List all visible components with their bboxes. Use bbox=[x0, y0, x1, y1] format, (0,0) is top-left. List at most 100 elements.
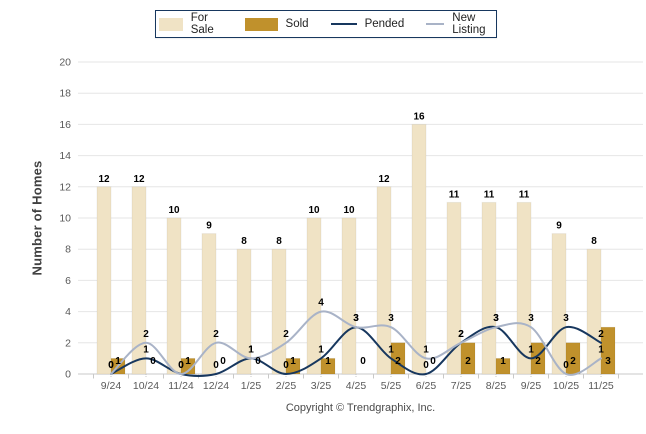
legend-item-for-sale: For Sale bbox=[158, 12, 223, 36]
legend: For Sale Sold Pended New Listing bbox=[155, 10, 497, 38]
y-tick-label: 20 bbox=[59, 57, 71, 69]
y-tick-label: 18 bbox=[59, 88, 71, 100]
for-sale-value-label: 9 bbox=[206, 221, 212, 232]
for-sale-bar bbox=[166, 217, 182, 375]
pended-value-label: 1 bbox=[528, 344, 534, 355]
new-listing-value-label: 3 bbox=[528, 313, 534, 324]
pended-value-label: 3 bbox=[493, 313, 499, 324]
sold-value-label: 2 bbox=[570, 356, 576, 367]
new-listing-value-label: 0 bbox=[178, 360, 184, 371]
pended-value-label: 0 bbox=[283, 360, 289, 371]
legend-label: New Listing bbox=[452, 12, 486, 36]
new-listing-value-label: 1 bbox=[598, 344, 604, 355]
sold-value-label: 3 bbox=[605, 356, 611, 367]
for-sale-value-label: 10 bbox=[343, 205, 355, 216]
for-sale-value-label: 8 bbox=[241, 236, 247, 247]
sold-value-label: 2 bbox=[535, 356, 541, 367]
legend-item-new-listing: New Listing bbox=[426, 12, 493, 36]
pended-value-label: 2 bbox=[458, 329, 464, 340]
for-sale-value-label: 10 bbox=[168, 205, 180, 216]
for-sale-value-label: 12 bbox=[133, 174, 145, 185]
y-tick-label: 8 bbox=[65, 244, 71, 256]
for-sale-value-label: 11 bbox=[484, 189, 495, 200]
pended-value-label: 0 bbox=[108, 360, 114, 371]
pended-value-label: 1 bbox=[318, 344, 324, 355]
new-listing-value-label: 2 bbox=[458, 329, 464, 340]
x-tick-label: 11/25 bbox=[588, 380, 614, 392]
x-tick-label: 9/25 bbox=[521, 380, 542, 392]
for-sale-value-label: 11 bbox=[519, 189, 530, 200]
x-tick-label: 4/25 bbox=[346, 380, 367, 392]
legend-label: For Sale bbox=[190, 12, 214, 36]
new-listing-value-label: 0 bbox=[563, 360, 569, 371]
sold-value-label: 1 bbox=[290, 356, 296, 367]
pended-value-label: 3 bbox=[353, 313, 359, 324]
for-sale-bar bbox=[96, 186, 112, 375]
for-sale-bar bbox=[201, 233, 217, 375]
y-tick-label: 2 bbox=[65, 337, 71, 349]
x-tick-label: 7/25 bbox=[451, 380, 472, 392]
legend-swatch-icon bbox=[244, 17, 278, 31]
y-tick-label: 16 bbox=[59, 119, 71, 131]
sold-value-label: 0 bbox=[255, 356, 261, 367]
for-sale-value-label: 8 bbox=[591, 236, 597, 247]
sold-value-label: 2 bbox=[465, 356, 471, 367]
new-listing-value-label: 2 bbox=[283, 329, 289, 340]
x-tick-label: 2/25 bbox=[276, 380, 297, 392]
for-sale-bar bbox=[411, 123, 427, 375]
new-listing-line bbox=[110, 310, 602, 376]
y-tick-label: 14 bbox=[59, 150, 71, 162]
pended-value-label: 1 bbox=[143, 344, 149, 355]
pended-value-label: 1 bbox=[388, 344, 394, 355]
pended-value-label: 1 bbox=[248, 344, 254, 355]
x-tick-label: 12/24 bbox=[203, 380, 229, 392]
pended-value-label: 2 bbox=[598, 329, 604, 340]
pended-value-label: 0 bbox=[423, 360, 429, 371]
legend-item-sold: Sold bbox=[244, 17, 309, 31]
for-sale-value-label: 11 bbox=[449, 189, 460, 200]
legend-swatch-icon bbox=[330, 23, 357, 25]
pended-value-label: 0 bbox=[213, 360, 219, 371]
for-sale-bar bbox=[376, 186, 392, 375]
sold-bar bbox=[180, 357, 196, 375]
legend-swatch-icon bbox=[158, 17, 183, 31]
for-sale-bar bbox=[446, 201, 462, 375]
sold-value-label: 0 bbox=[430, 356, 436, 367]
x-tick-label: 11/24 bbox=[168, 380, 194, 392]
y-tick-label: 12 bbox=[59, 181, 71, 193]
for-sale-bar bbox=[341, 217, 357, 375]
new-listing-value-label: 3 bbox=[493, 313, 499, 324]
sold-bar bbox=[460, 342, 476, 375]
x-tick-label: 10/25 bbox=[553, 380, 579, 392]
sold-bar bbox=[600, 326, 616, 375]
new-listing-value-label: 3 bbox=[353, 313, 359, 324]
legend-swatch-icon bbox=[426, 23, 445, 25]
legend-label: Pended bbox=[364, 18, 405, 30]
new-listing-value-label: 1 bbox=[248, 344, 254, 355]
x-tick-label: 5/25 bbox=[381, 380, 402, 392]
for-sale-value-label: 16 bbox=[413, 111, 425, 122]
for-sale-value-label: 12 bbox=[378, 174, 390, 185]
for-sale-bar bbox=[236, 248, 252, 375]
sold-bar bbox=[495, 357, 511, 375]
x-tick-label: 1/25 bbox=[241, 380, 262, 392]
y-tick-label: 6 bbox=[65, 275, 71, 287]
new-listing-value-label: 1 bbox=[423, 344, 429, 355]
legend-item-pended: Pended bbox=[330, 18, 405, 30]
sold-value-label: 1 bbox=[325, 356, 331, 367]
x-tick-label: 10/24 bbox=[133, 380, 159, 392]
x-tick-label: 9/24 bbox=[101, 380, 122, 392]
footer-copyright: Copyright © Trendgraphix, Inc. bbox=[285, 402, 436, 414]
x-tick-label: 8/25 bbox=[486, 380, 507, 392]
pended-value-label: 0 bbox=[178, 360, 184, 371]
for-sale-bar bbox=[481, 201, 497, 375]
for-sale-bar bbox=[271, 248, 287, 375]
sold-value-label: 0 bbox=[150, 356, 156, 367]
y-tick-label: 4 bbox=[65, 306, 71, 318]
sold-value-label: 1 bbox=[185, 356, 191, 367]
for-sale-bar bbox=[131, 186, 147, 375]
for-sale-value-label: 10 bbox=[308, 205, 320, 216]
y-tick-label: 10 bbox=[59, 213, 71, 225]
for-sale-bar bbox=[306, 217, 322, 375]
